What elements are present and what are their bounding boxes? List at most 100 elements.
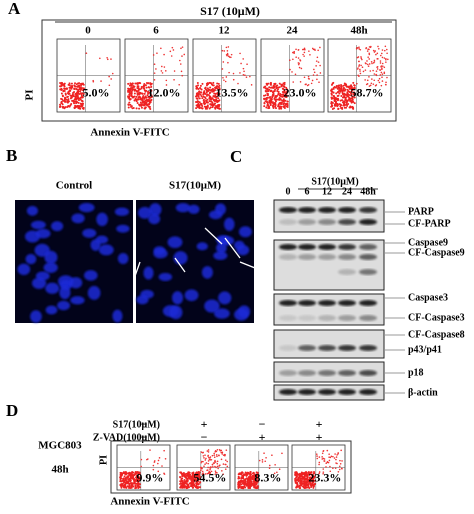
dot (212, 462, 215, 464)
dot (215, 95, 218, 98)
dot (228, 71, 230, 74)
label: 23.3% (308, 471, 341, 485)
dot (242, 73, 245, 76)
dot (81, 94, 84, 97)
dot (153, 72, 156, 74)
dot (339, 90, 342, 93)
dot (216, 87, 219, 90)
dot (274, 100, 277, 103)
dot (209, 471, 212, 474)
band (298, 300, 316, 306)
dot (274, 88, 277, 91)
dot (138, 486, 141, 489)
dot (338, 103, 341, 106)
label: MGC803 (38, 440, 82, 452)
dot (123, 475, 126, 478)
dot (191, 486, 194, 489)
dot (307, 484, 310, 487)
band (338, 219, 356, 225)
dot (149, 99, 152, 102)
dot (334, 467, 337, 469)
dot (128, 91, 131, 94)
dot (364, 69, 367, 71)
dot (149, 101, 152, 104)
dot (292, 58, 294, 61)
dot (298, 475, 301, 478)
band (359, 219, 377, 225)
dot (211, 106, 214, 109)
dot (294, 73, 297, 76)
dot (286, 91, 289, 94)
dot (213, 452, 215, 455)
dot (267, 82, 270, 85)
dot (190, 478, 193, 481)
dot (206, 469, 209, 471)
dot (198, 90, 201, 93)
dot (278, 86, 281, 89)
dot (343, 82, 346, 85)
dot (246, 63, 248, 66)
dot (272, 102, 275, 105)
dot (316, 455, 318, 457)
dot (377, 47, 380, 50)
dot (368, 85, 371, 87)
dot (218, 84, 221, 87)
dot (282, 105, 285, 108)
label: 5.0% (83, 86, 110, 100)
dot (149, 108, 152, 111)
dot (77, 107, 80, 110)
dot (337, 107, 340, 110)
dot (222, 454, 225, 456)
dot (332, 87, 335, 90)
dot (199, 91, 202, 94)
dot (194, 473, 197, 476)
label: p18 (408, 367, 424, 378)
nucleus (112, 309, 123, 323)
dot (214, 470, 217, 472)
dot (336, 105, 339, 108)
dot (70, 96, 73, 99)
dot (268, 464, 271, 467)
nucleus (30, 220, 46, 230)
dot (100, 80, 102, 82)
dot (294, 481, 297, 484)
dot (351, 105, 354, 108)
dot (368, 58, 371, 60)
nucleus (234, 308, 249, 321)
dot (127, 82, 130, 85)
dot (239, 72, 241, 74)
dot (172, 49, 175, 51)
dot (218, 107, 221, 110)
dot (211, 463, 214, 466)
dot (322, 471, 325, 473)
dot (380, 52, 383, 55)
dot (295, 476, 298, 479)
dot (341, 460, 343, 462)
dot (330, 455, 333, 458)
dot (205, 457, 207, 460)
dot (146, 91, 149, 94)
dot (161, 465, 163, 467)
dot (123, 486, 126, 489)
dot (227, 61, 229, 64)
dot (216, 472, 218, 474)
dot (129, 479, 132, 482)
dot (221, 453, 224, 455)
dot (303, 51, 306, 54)
dot (213, 454, 216, 456)
dot (383, 57, 386, 59)
dot (368, 52, 371, 55)
nucleus (236, 244, 250, 256)
dot (130, 105, 133, 108)
dot (307, 83, 310, 86)
dot (308, 487, 311, 490)
dot (216, 85, 219, 88)
dot (66, 100, 69, 103)
band (298, 389, 316, 395)
label: + (201, 417, 208, 431)
dot (77, 90, 80, 93)
dot (230, 56, 232, 59)
dot (240, 483, 243, 486)
dot (345, 85, 348, 88)
nucleus (196, 242, 208, 251)
